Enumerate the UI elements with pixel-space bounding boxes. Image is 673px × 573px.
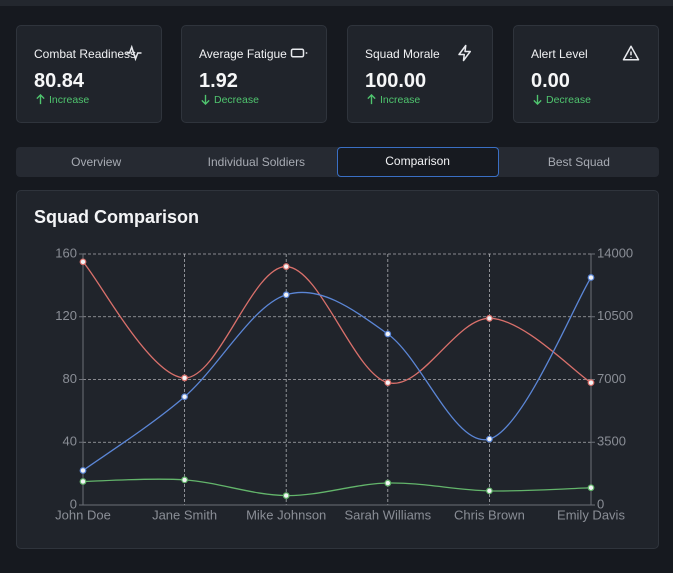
point — [181, 374, 189, 382]
point — [282, 291, 290, 299]
point — [384, 379, 392, 387]
stat-label: Combat Readiness — [34, 47, 137, 61]
stat-trend: Increase — [380, 94, 421, 106]
stat-value: 80.84 — [34, 70, 85, 92]
y-tick-label: 160 — [55, 245, 77, 260]
y2-tick-label: 3500 — [597, 434, 626, 449]
top-strip — [0, 0, 673, 6]
point — [79, 467, 87, 474]
y-tick-label: 0 — [70, 496, 77, 511]
stat-value: 100.00 — [365, 70, 427, 92]
icon — [290, 48, 308, 58]
icon — [458, 44, 471, 62]
x-tick-label: Mike Johnson — [246, 507, 326, 522]
point — [587, 274, 595, 281]
y2-tick-label: 14000 — [597, 245, 633, 260]
point — [282, 492, 290, 499]
stat-label: Alert Level — [531, 47, 588, 61]
tab[interactable]: Best Squad — [547, 155, 610, 169]
point — [79, 258, 87, 266]
arrow-down — [533, 94, 542, 105]
stat-card: Alert Level 0.00 Decrease — [513, 25, 659, 123]
stat-trend: Decrease — [214, 94, 259, 106]
tab[interactable]: Individual Soldiers — [207, 155, 306, 169]
stat-card: Combat Readiness 80.84 Increase — [16, 25, 162, 123]
stat-value: 1.92 — [199, 70, 238, 92]
y-tick-label: 80 — [63, 371, 77, 386]
stat-trend: Decrease — [546, 94, 591, 106]
stat-card: Average Fatigue 1.92 Decrease — [181, 25, 327, 123]
arrow-up — [367, 94, 376, 105]
series-line — [82, 478, 592, 497]
point — [486, 435, 493, 443]
point — [282, 263, 290, 270]
tab[interactable]: Comparison — [336, 147, 499, 177]
point — [181, 476, 189, 484]
x-tick-label: Jane Smith — [152, 507, 217, 522]
point — [587, 379, 595, 387]
stat-label: Average Fatigue — [199, 47, 287, 61]
point — [181, 393, 189, 401]
tab-bar: Overview Individual Soldiers Comparison … — [16, 147, 659, 177]
series-line — [82, 261, 592, 384]
y2-tick-label: 7000 — [597, 371, 626, 386]
point — [384, 479, 392, 487]
icon — [126, 44, 142, 62]
point — [79, 478, 87, 485]
stat-label: Squad Morale — [365, 47, 440, 61]
y2-tick-label: 0 — [597, 496, 604, 511]
stat-card: Squad Morale 100.00 Increase — [347, 25, 493, 123]
point — [486, 487, 493, 495]
stat-value: 0.00 — [531, 70, 570, 92]
x-tick-label: Sarah Williams — [344, 507, 431, 522]
y-tick-label: 120 — [55, 308, 77, 323]
stat-trend: Increase — [49, 94, 90, 106]
point — [486, 314, 493, 322]
x-tick-label: Emily Davis — [557, 507, 625, 522]
arrow-up — [36, 94, 45, 105]
chart-title: Squad Comparison — [34, 207, 199, 227]
y-tick-label: 40 — [63, 434, 77, 449]
arrow-down — [201, 94, 210, 105]
y2-tick-label: 10500 — [597, 308, 633, 323]
point — [587, 484, 595, 492]
series-line — [82, 277, 592, 472]
tab[interactable]: Overview — [71, 155, 122, 169]
point — [384, 330, 392, 338]
x-tick-label: Chris Brown — [454, 507, 525, 522]
icon — [622, 45, 640, 61]
x-tick-label: John Doe — [55, 507, 111, 522]
